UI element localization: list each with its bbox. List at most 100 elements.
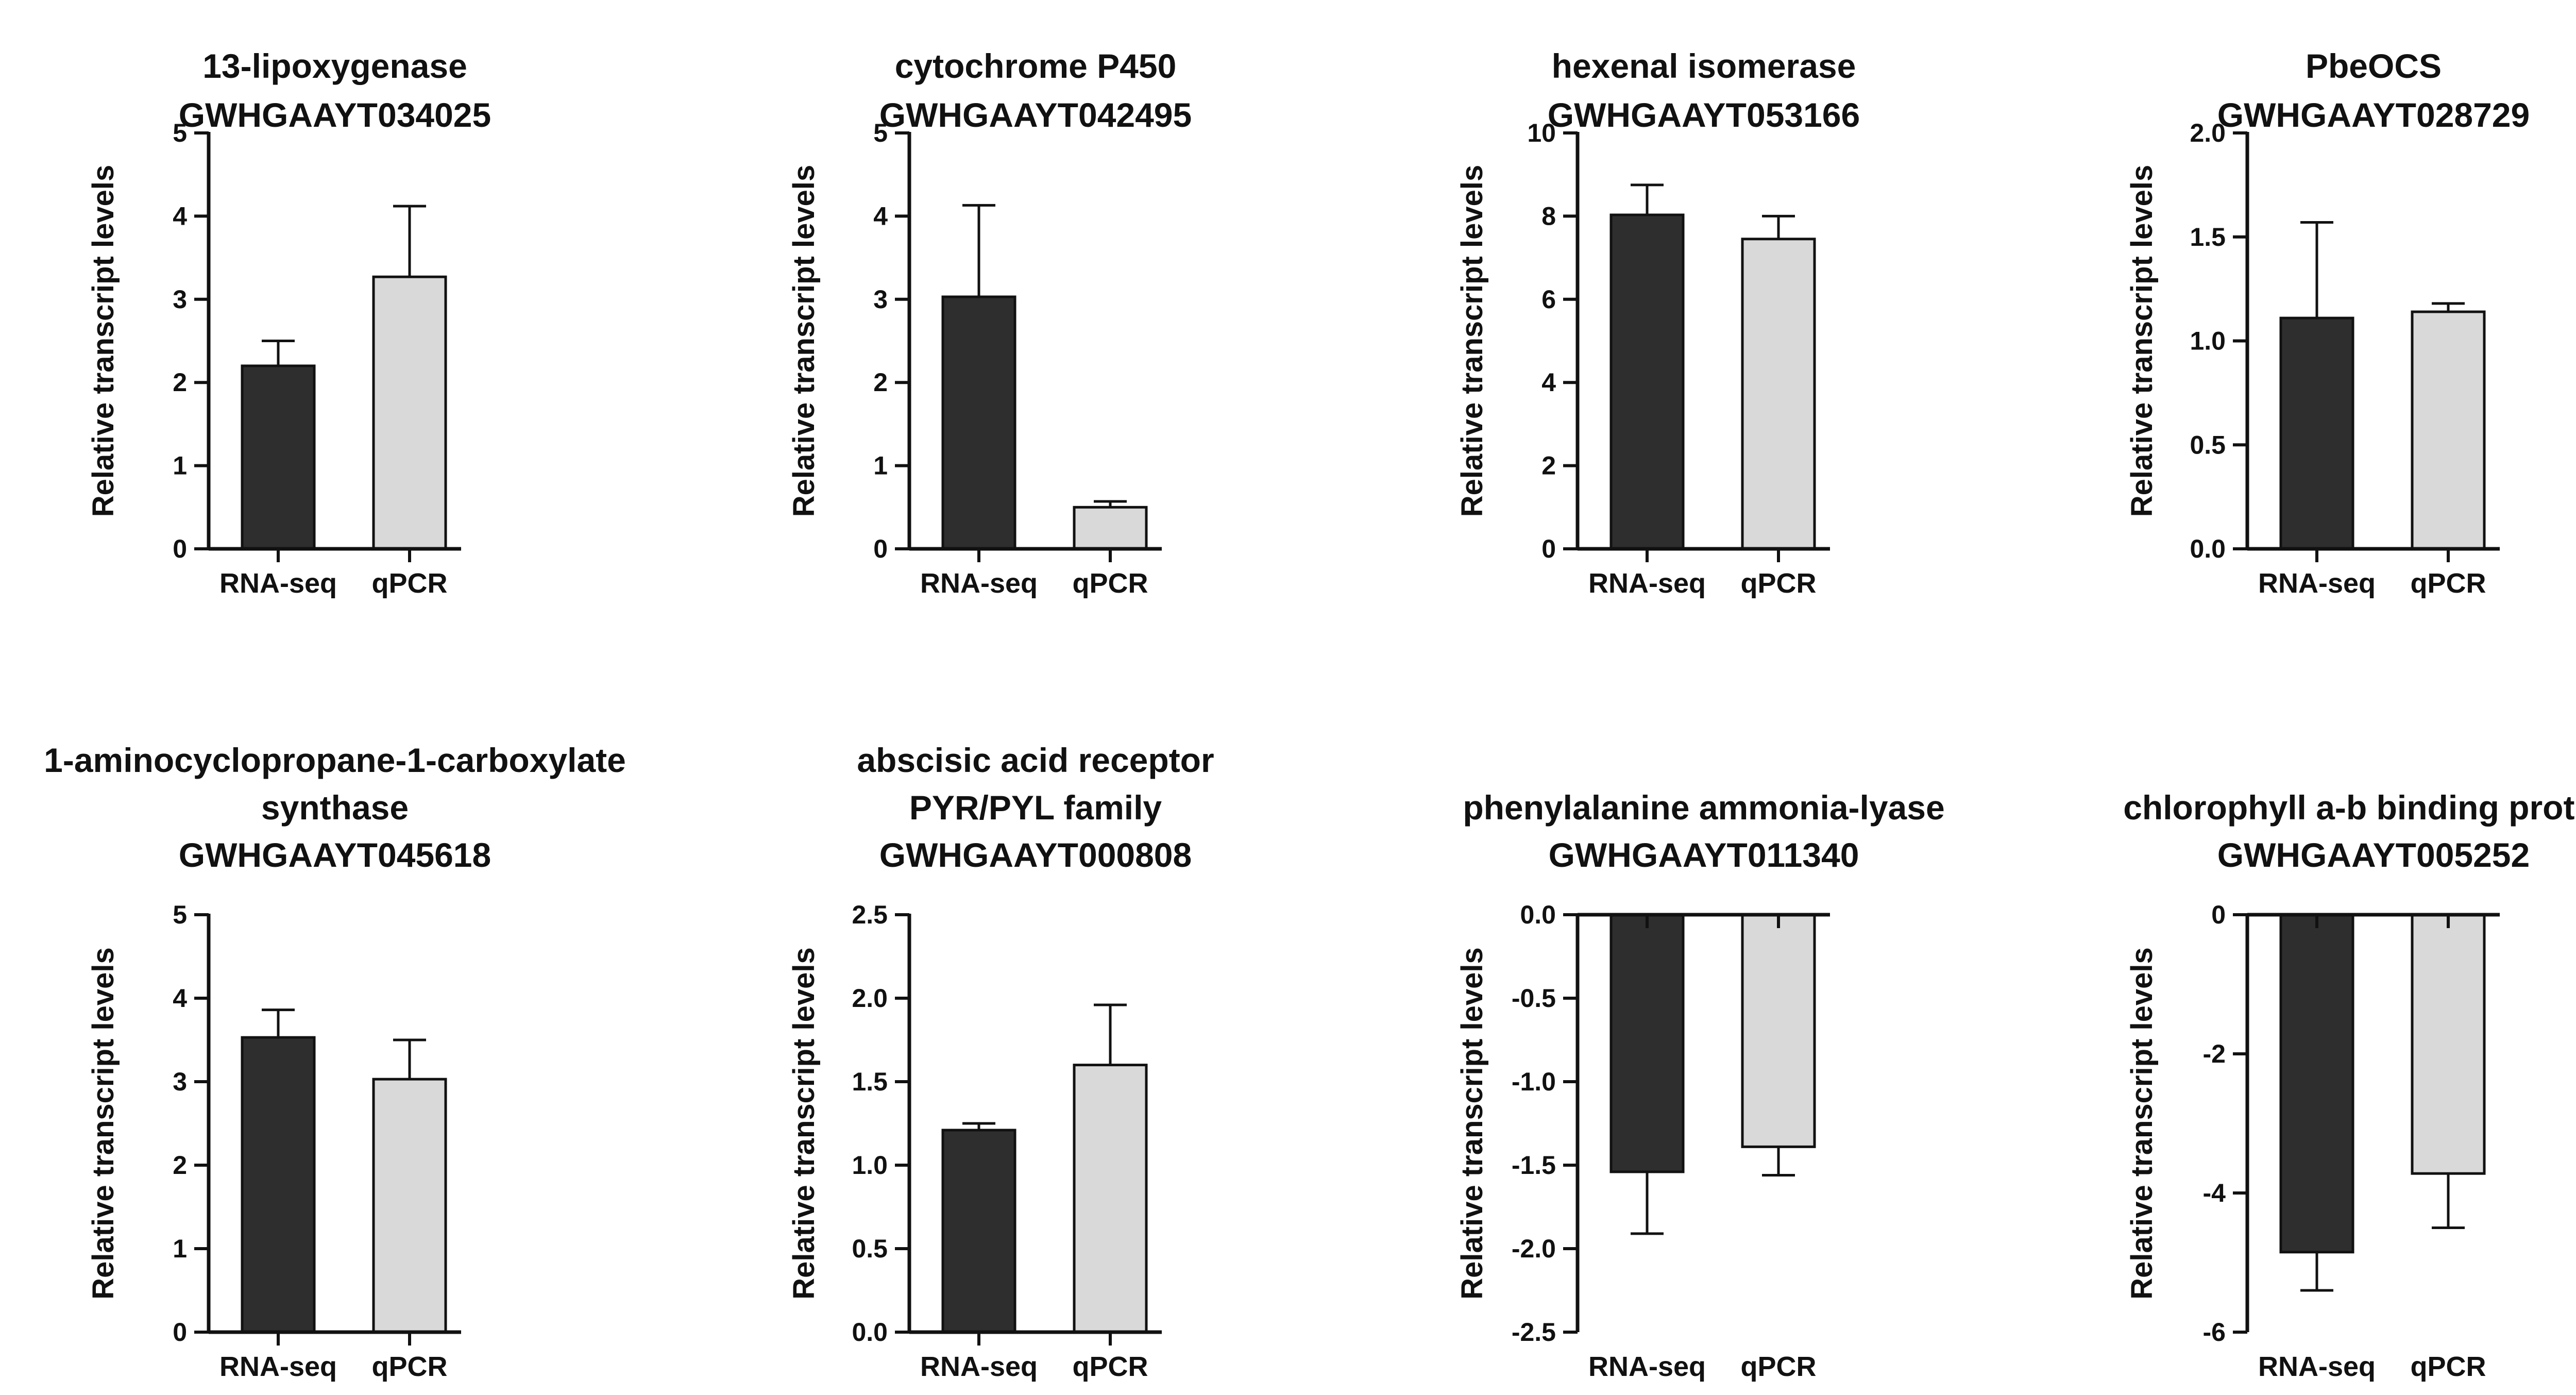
chart-title-line: PYR/PYL family xyxy=(909,788,1162,827)
y-axis-label: Relative transcript levels xyxy=(787,165,821,517)
bar-rna-seq xyxy=(941,295,1016,550)
y-axis-label: Relative transcript levels xyxy=(87,947,120,1299)
chart-title-line: phenylalanine ammonia-lyase xyxy=(1463,788,1944,827)
bar-qpcr xyxy=(2411,310,2486,550)
chart-title-line: 13-lipoxygenase xyxy=(202,47,467,85)
chart-title-line: chlorophyll a-b binding protein xyxy=(2123,788,2576,827)
bar-qpcr xyxy=(372,1078,447,1334)
chart-title-line: GWHGAAYT045618 xyxy=(179,836,491,874)
y-axis-label: Relative transcript levels xyxy=(1455,947,1489,1299)
x-category-label-qpcr: qPCR xyxy=(1741,1351,1817,1382)
y-tick-label: -1.5 xyxy=(1512,1151,1556,1180)
x-category-label-rna-seq: RNA-seq xyxy=(920,1351,1038,1382)
y-tick-label: 1.0 xyxy=(852,1151,888,1180)
chart-title-line: hexenal isomerase xyxy=(1552,47,1856,85)
x-category-label-rna-seq: RNA-seq xyxy=(2258,568,2376,599)
y-tick-label: 6 xyxy=(1541,285,1556,314)
chart-panel-6: abscisic acid receptor PYR/PYL family GWHG… xyxy=(787,741,1214,1382)
y-axis-label: Relative transcript levels xyxy=(87,165,120,517)
x-category-label-qpcr: qPCR xyxy=(1073,568,1148,599)
bar-rna-seq xyxy=(1609,213,1685,550)
chart-panel-7: phenylalanine ammonia-lyase GWHGAAYT01134… xyxy=(1455,788,1945,1382)
bar-qpcr xyxy=(1741,238,1816,550)
chart-panel-2: cytochrome P450 GWHGAAYT042495 Relative tr… xyxy=(787,47,1192,599)
y-tick-label: 0.5 xyxy=(2190,430,2226,459)
bar-qpcr xyxy=(1741,913,1816,1148)
chart-panel-5: 1-aminocyclopropane-1-carboxylate synthas… xyxy=(44,741,626,1382)
y-tick-label: 2.0 xyxy=(852,984,888,1013)
y-tick-label: 1 xyxy=(173,1234,187,1263)
y-tick-label: 1.5 xyxy=(852,1067,888,1096)
y-axis-label: Relative transcript levels xyxy=(2125,947,2159,1299)
y-tick-label: 4 xyxy=(1541,368,1556,397)
x-category-label-rna-seq: RNA-seq xyxy=(920,568,1038,599)
chart-title-line: abscisic acid receptor xyxy=(857,741,1214,779)
x-category-label-rna-seq: RNA-seq xyxy=(219,1351,337,1382)
x-category-label-qpcr: qPCR xyxy=(372,568,448,599)
bar-rna-seq xyxy=(1609,913,1685,1173)
x-category-label-qpcr: qPCR xyxy=(372,1351,448,1382)
y-tick-label: 2 xyxy=(173,368,187,397)
y-tick-label: 1 xyxy=(873,451,888,480)
y-tick-label: 3 xyxy=(173,1067,187,1096)
chart-title-line: synthase xyxy=(261,788,409,827)
chart-title-line: GWHGAAYT028729 xyxy=(2217,96,2530,134)
bar-qpcr xyxy=(1073,506,1148,550)
chart-title-line: GWHGAAYT005252 xyxy=(2217,836,2530,874)
y-tick-label: 5 xyxy=(873,119,888,147)
x-category-label-qpcr: qPCR xyxy=(1073,1351,1148,1382)
y-tick-label: -1.0 xyxy=(1512,1067,1556,1096)
bar-rna-seq xyxy=(2279,316,2354,550)
y-tick-label: -2.0 xyxy=(1512,1234,1556,1263)
x-category-label-qpcr: qPCR xyxy=(2411,568,2486,599)
y-tick-label: 0.0 xyxy=(2190,534,2226,563)
x-category-label-rna-seq: RNA-seq xyxy=(219,568,337,599)
y-tick-label: 0.0 xyxy=(852,1318,888,1347)
chart-panel-3: hexenal isomerase GWHGAAYT053166 Relative … xyxy=(1455,47,1860,599)
bar-qpcr xyxy=(1073,1064,1148,1334)
y-tick-label: 1.5 xyxy=(2190,223,2226,251)
y-tick-label: 0.0 xyxy=(1520,900,1556,929)
bar-rna-seq xyxy=(241,1036,316,1334)
chart-title-line: GWHGAAYT042495 xyxy=(879,96,1192,134)
y-tick-label: 2 xyxy=(1541,451,1556,480)
chart-panel-8: chlorophyll a-b binding protein GWHGAAYT0… xyxy=(2123,788,2576,1382)
y-tick-label: 0 xyxy=(1541,534,1556,563)
y-tick-label: 0 xyxy=(173,1318,187,1347)
x-category-label-rna-seq: RNA-seq xyxy=(1588,568,1706,599)
bar-rna-seq xyxy=(2279,913,2354,1254)
y-axis-label: Relative transcript levels xyxy=(787,947,821,1299)
y-tick-label: 0 xyxy=(173,534,187,563)
y-tick-label: 2 xyxy=(173,1151,187,1180)
y-tick-label: 4 xyxy=(173,201,187,230)
x-category-label-rna-seq: RNA-seq xyxy=(2258,1351,2376,1382)
y-tick-label: 5 xyxy=(173,900,187,929)
y-axis-label: Relative transcript levels xyxy=(2125,165,2159,517)
chart-title-line: PbeOCS xyxy=(2306,47,2442,85)
chart-title-line: 1-aminocyclopropane-1-carboxylate xyxy=(44,741,626,779)
chart-panel-4: PbeOCS GWHGAAYT028729 Relative transcript … xyxy=(2125,47,2530,599)
y-tick-label: 2.5 xyxy=(852,900,888,929)
y-tick-label: 4 xyxy=(873,201,888,230)
y-tick-label: 0 xyxy=(873,534,888,563)
y-tick-label: 8 xyxy=(1541,201,1556,230)
y-tick-label: 2 xyxy=(873,368,888,397)
y-tick-label: 2.0 xyxy=(2190,119,2226,147)
y-tick-label: -6 xyxy=(2203,1318,2226,1347)
y-tick-label: 1.0 xyxy=(2190,327,2226,356)
y-tick-label: 1 xyxy=(173,451,187,480)
bar-qpcr xyxy=(372,275,447,550)
y-tick-label: 3 xyxy=(873,285,888,314)
chart-title-line: GWHGAAYT053166 xyxy=(1548,96,1860,134)
bar-rna-seq xyxy=(241,364,316,550)
y-tick-label: 10 xyxy=(1527,119,1556,147)
y-tick-label: 0 xyxy=(2211,900,2226,929)
y-tick-label: -2 xyxy=(2203,1039,2226,1068)
y-tick-label: 3 xyxy=(173,285,187,314)
x-category-label-qpcr: qPCR xyxy=(2411,1351,2486,1382)
bar-rna-seq xyxy=(941,1129,1016,1334)
y-tick-label: -2.5 xyxy=(1512,1318,1556,1347)
x-category-label-rna-seq: RNA-seq xyxy=(1588,1351,1706,1382)
y-axis-label: Relative transcript levels xyxy=(1455,165,1489,517)
y-tick-label: -0.5 xyxy=(1512,984,1556,1013)
